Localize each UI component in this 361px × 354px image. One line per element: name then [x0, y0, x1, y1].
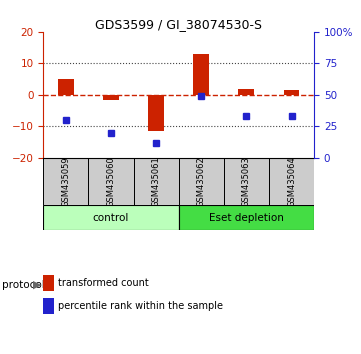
Text: GSM435059: GSM435059 [61, 156, 70, 207]
Text: control: control [93, 213, 129, 223]
Text: ▶: ▶ [33, 280, 42, 290]
Bar [193, 54, 209, 95]
Bar [239, 88, 254, 95]
Bar [179, 158, 224, 205]
Text: GSM435063: GSM435063 [242, 156, 251, 207]
Text: GSM435061: GSM435061 [152, 156, 161, 207]
Bar [269, 158, 314, 205]
Text: Eset depletion: Eset depletion [209, 213, 284, 223]
Bar [43, 205, 179, 230]
Text: GSM435062: GSM435062 [197, 156, 206, 207]
Bar [284, 90, 299, 95]
Text: GSM435060: GSM435060 [106, 156, 116, 207]
Text: GSM435064: GSM435064 [287, 156, 296, 207]
Text: percentile rank within the sample: percentile rank within the sample [58, 301, 223, 311]
Text: transformed count: transformed count [58, 278, 148, 288]
Bar [43, 158, 88, 205]
Bar [224, 158, 269, 205]
Text: protocol: protocol [2, 280, 44, 290]
Title: GDS3599 / GI_38074530-S: GDS3599 / GI_38074530-S [95, 18, 262, 31]
Bar [88, 158, 134, 205]
Bar [58, 79, 74, 95]
Bar [103, 95, 119, 100]
Bar [134, 158, 179, 205]
Bar [148, 95, 164, 131]
Bar [179, 205, 314, 230]
